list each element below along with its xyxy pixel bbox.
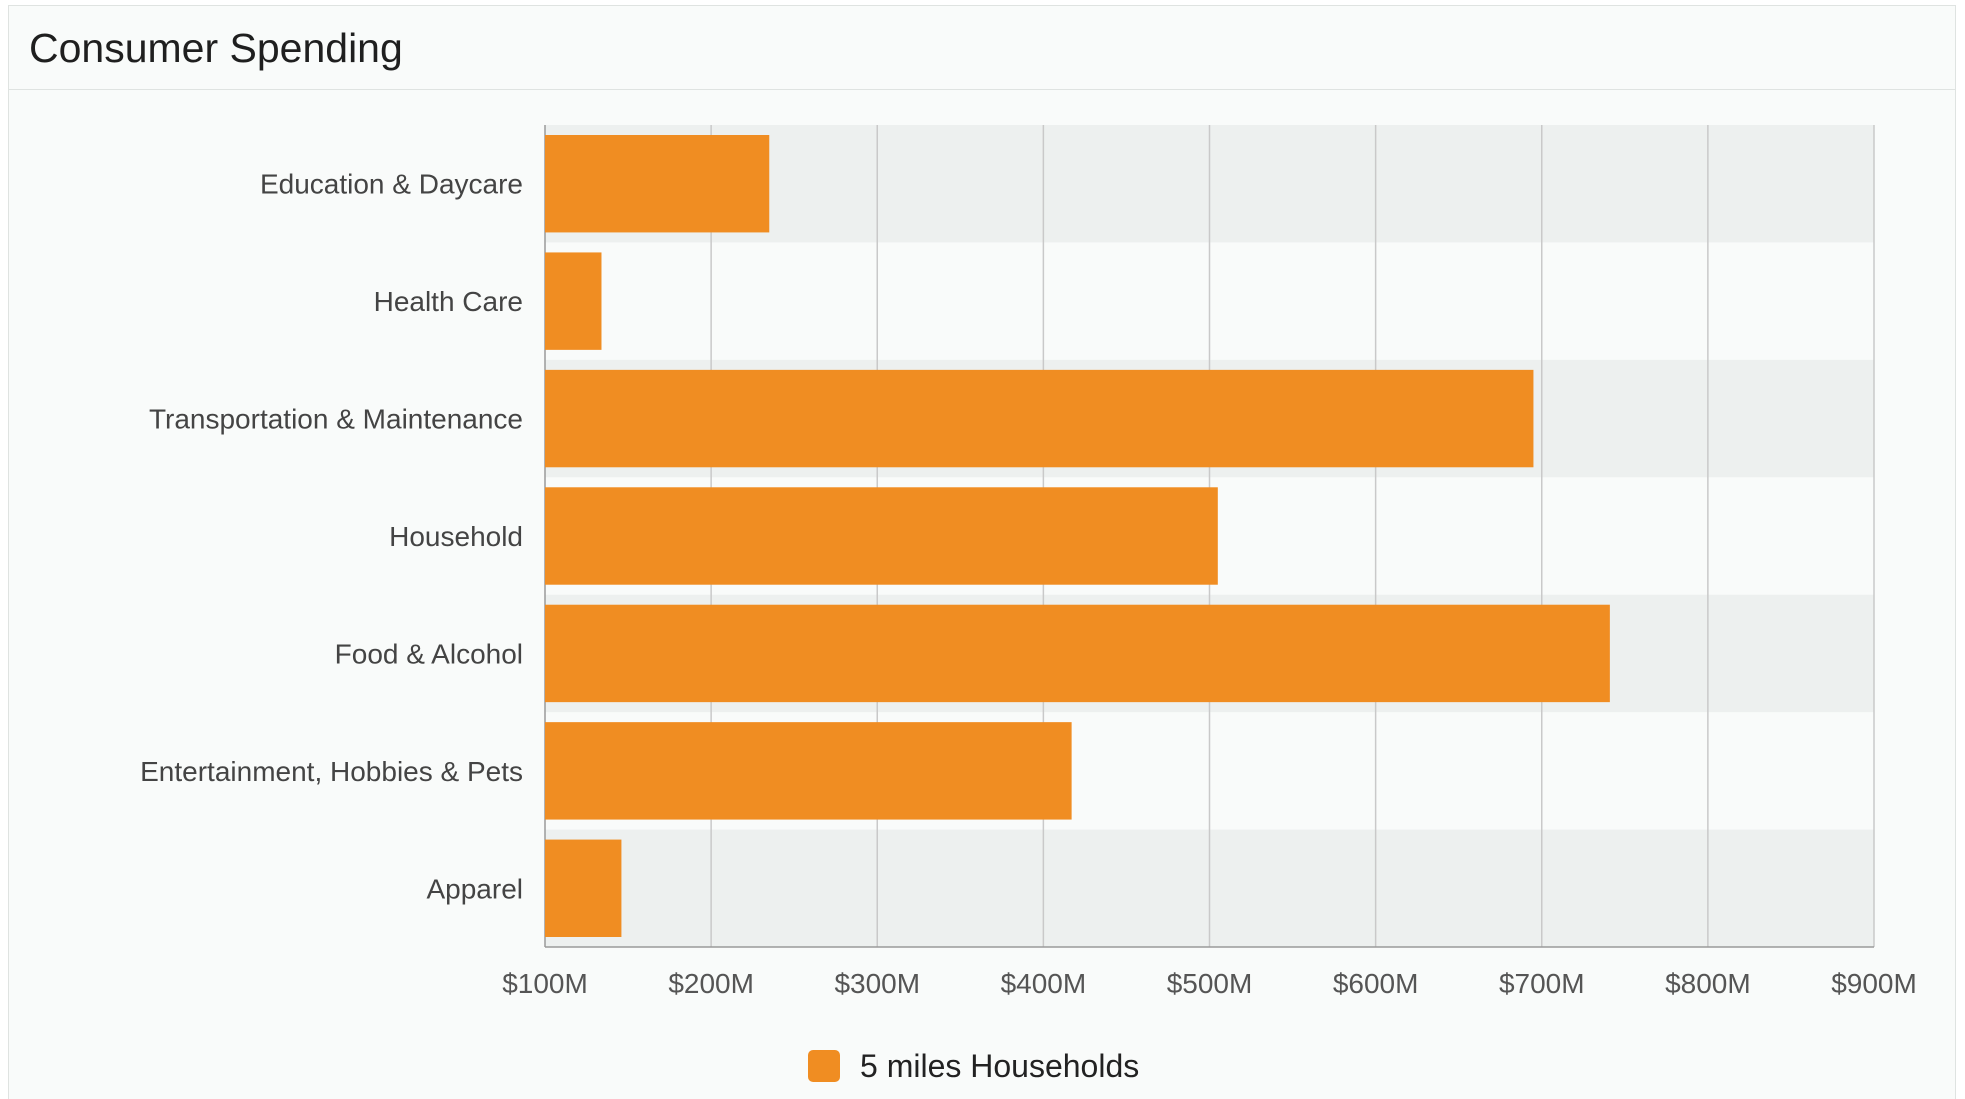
category-label: Apparel	[426, 873, 523, 904]
x-tick-label: $800M	[1665, 968, 1751, 999]
x-tick-label: $100M	[502, 968, 588, 999]
chart-legend[interactable]: 5 miles Households	[808, 1048, 1139, 1084]
x-tick-label: $200M	[668, 968, 754, 999]
bar[interactable]: Transportation & Maintenance	[545, 369, 1534, 468]
category-label: Household	[389, 521, 523, 552]
card-header: Consumer Spending	[9, 6, 1955, 90]
x-tick-label: $900M	[1831, 968, 1917, 999]
x-tick-label: $700M	[1499, 968, 1585, 999]
x-tick-label: $400M	[1001, 968, 1087, 999]
category-label: Transportation & Maintenance	[149, 404, 523, 435]
bar[interactable]: Household	[545, 487, 1218, 585]
x-tick-label: $600M	[1333, 968, 1419, 999]
category-label: Education & Daycare	[260, 169, 523, 200]
legend-swatch	[808, 1050, 840, 1082]
legend-label: 5 miles Households	[860, 1047, 1140, 1084]
bar[interactable]: Entertainment, Hobbies & Pets	[545, 722, 1072, 820]
bar[interactable]: Apparel	[545, 839, 622, 937]
x-tick-label: $500M	[1167, 968, 1253, 999]
category-label: Entertainment, Hobbies & Pets	[140, 756, 523, 787]
bar[interactable]: Education & Daycare	[545, 135, 770, 233]
card-title: Consumer Spending	[29, 25, 403, 71]
category-label: Health Care	[374, 286, 523, 317]
x-tick-label: $300M	[834, 968, 920, 999]
category-label: Food & Alcohol	[335, 638, 523, 669]
bar[interactable]: Food & Alcohol	[545, 604, 1610, 703]
bar[interactable]: Health Care	[545, 252, 602, 350]
